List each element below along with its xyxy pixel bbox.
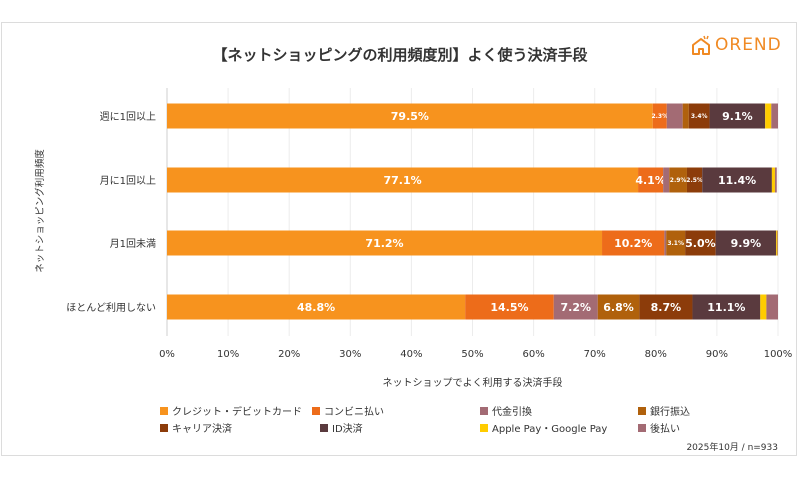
logo-text: OREND — [715, 35, 782, 55]
bar-segment — [777, 230, 778, 256]
bar-segment — [597, 294, 640, 320]
bar-segment — [682, 103, 689, 129]
legend-item: Apple Pay・Google Pay — [480, 420, 607, 435]
legend-item: ID決済 — [320, 420, 363, 435]
legend-item: 代金引換 — [480, 403, 532, 418]
legend-label: コンビニ払い — [324, 407, 384, 418]
x-tick-label: 100% — [764, 349, 793, 360]
bar-segment — [686, 167, 703, 193]
bar-segment — [167, 294, 466, 320]
data-label: 5.0% — [685, 237, 716, 250]
category-label: 月に1回以上 — [100, 175, 156, 187]
x-tick-label: 50% — [461, 349, 483, 360]
category-label: 週に1回以上 — [100, 111, 156, 123]
bar-segment — [765, 103, 772, 129]
bar-segment — [465, 294, 554, 320]
bar-segment — [766, 294, 778, 320]
bar-segment — [715, 230, 777, 256]
data-label: 10.2% — [614, 237, 652, 250]
legend-swatch — [638, 406, 646, 415]
category-label: ほとんど利用しない — [66, 302, 156, 314]
data-label: 3.1% — [667, 240, 684, 247]
bar-segment — [553, 294, 598, 320]
data-label: 8.7% — [651, 301, 682, 314]
bar-segment — [771, 167, 775, 193]
legend-swatch — [480, 423, 488, 432]
bar-segment — [692, 294, 761, 320]
legend-label: 銀行振込 — [650, 407, 690, 418]
legend-swatch — [160, 406, 168, 415]
legend-label: 後払い — [650, 424, 680, 435]
x-tick-label: 30% — [339, 349, 361, 360]
legend-item: キャリア決済 — [160, 420, 232, 435]
x-tick-label: 80% — [645, 349, 667, 360]
bar-segment — [167, 230, 603, 256]
bar-segment — [774, 167, 777, 193]
legend-label: ID決済 — [332, 424, 363, 435]
bar-segment — [167, 167, 639, 193]
data-label: 14.5% — [490, 301, 528, 314]
category-label: 月1回未満 — [110, 238, 156, 250]
data-label: 4.1% — [635, 174, 666, 187]
x-tick-label: 40% — [400, 349, 422, 360]
bar-segment — [602, 230, 665, 256]
x-tick-label: 20% — [278, 349, 300, 360]
bar-segment — [709, 103, 766, 129]
house-icon — [692, 35, 710, 55]
data-label: 77.1% — [383, 174, 421, 187]
x-tick-label: 60% — [522, 349, 544, 360]
x-tick-label: 0% — [159, 349, 175, 360]
legend-label: Apple Pay・Google Pay — [492, 424, 608, 435]
x-tick-label: 10% — [217, 349, 239, 360]
bar-segment — [669, 167, 687, 193]
data-label: 3.4% — [691, 113, 708, 120]
data-label: 6.8% — [603, 301, 634, 314]
bar-segment — [639, 294, 693, 320]
data-label: 79.5% — [391, 110, 429, 123]
bar-segment — [688, 103, 710, 129]
bar-segment — [167, 103, 653, 129]
data-label: 2.5% — [686, 177, 703, 184]
data-label: 48.8% — [297, 301, 335, 314]
legend-swatch — [638, 423, 646, 432]
bar-segment — [760, 294, 767, 320]
legend-item: クレジット・デビットカード — [160, 403, 302, 418]
bar-segment — [666, 103, 683, 129]
legend-swatch — [160, 423, 168, 432]
data-label: 7.2% — [561, 301, 592, 314]
bar-segment — [638, 167, 664, 193]
x-tick-label: 90% — [706, 349, 728, 360]
legend-swatch — [480, 406, 488, 415]
bar-segment — [664, 230, 667, 256]
data-label: 2.9% — [670, 177, 687, 184]
legend-label: キャリア決済 — [172, 424, 232, 435]
legend-item: コンビニ払い — [312, 403, 384, 418]
data-label: 11.1% — [707, 301, 745, 314]
orend-logo: OREND — [690, 32, 782, 58]
legend-swatch — [312, 406, 320, 415]
bar-segment — [771, 103, 778, 129]
data-label: 2.3% — [651, 113, 668, 120]
data-label: 9.9% — [731, 237, 762, 250]
legend-swatch — [320, 423, 328, 432]
bar-segment — [685, 230, 716, 256]
data-label: 9.1% — [722, 110, 753, 123]
legend-item: 銀行振込 — [638, 403, 690, 418]
data-label: 71.2% — [365, 237, 403, 250]
legend-label: 代金引換 — [492, 407, 532, 418]
legend-item: 後払い — [638, 420, 680, 435]
bar-segment — [702, 167, 772, 193]
bar-segment — [652, 103, 667, 129]
chart-title: 【ネットショッピングの利用頻度別】よく使う決済手段 — [212, 46, 588, 64]
bar-segment — [663, 167, 670, 193]
bar-segment — [776, 230, 778, 256]
data-label: 11.4% — [718, 174, 756, 187]
footnote: 2025年10月 / n=933 — [686, 443, 778, 453]
bar-segment — [666, 230, 686, 256]
x-tick-label: 70% — [584, 349, 606, 360]
x-axis-title: ネットショップでよく利用する決済手段 — [382, 378, 563, 389]
legend-label: クレジット・デビットカード — [172, 407, 302, 418]
